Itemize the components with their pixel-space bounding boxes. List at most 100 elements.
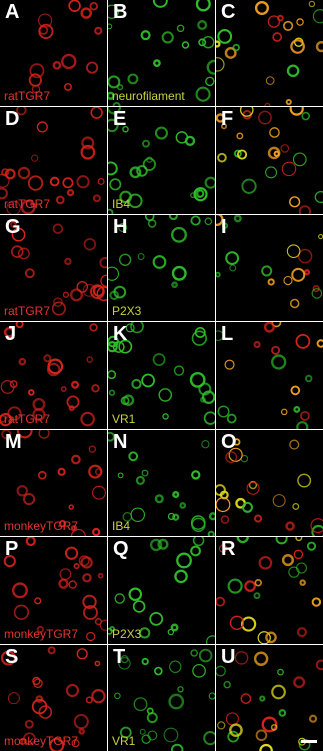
cell <box>76 647 88 659</box>
cell <box>318 233 323 239</box>
cell <box>142 140 150 149</box>
cell <box>146 711 158 723</box>
cell <box>206 59 215 75</box>
cell <box>3 555 16 568</box>
cell <box>225 450 238 463</box>
cell <box>11 227 26 242</box>
cell <box>190 215 201 226</box>
cell <box>46 363 61 377</box>
cell <box>130 322 144 334</box>
cell <box>0 650 16 666</box>
cell <box>86 61 99 74</box>
cell <box>1 429 12 439</box>
cell <box>176 552 192 569</box>
cell <box>236 132 244 140</box>
cell <box>316 339 323 349</box>
cell <box>292 502 300 510</box>
cell <box>118 222 128 232</box>
cell <box>208 511 215 521</box>
cell <box>73 713 89 729</box>
image-panel: N IB4 <box>108 429 215 537</box>
channel-label: IB4 <box>112 519 131 534</box>
channel-label: VR1 <box>112 411 136 426</box>
cell <box>71 738 80 747</box>
cell <box>0 380 15 395</box>
cell <box>253 341 261 349</box>
cell <box>297 473 312 488</box>
cell <box>16 429 33 439</box>
micrograph <box>216 438 323 537</box>
micrograph <box>216 0 323 107</box>
cell <box>108 118 119 133</box>
cell <box>152 353 166 367</box>
cell <box>203 411 215 426</box>
panel-letter: A <box>5 1 20 23</box>
cell <box>283 20 294 31</box>
cell <box>272 493 286 507</box>
cell <box>191 469 201 480</box>
cell <box>69 288 84 302</box>
cell <box>119 191 133 204</box>
cell <box>91 384 100 393</box>
cell <box>311 524 323 537</box>
cell <box>108 75 121 89</box>
cell <box>18 358 27 366</box>
cell <box>63 82 72 91</box>
cell <box>47 645 56 654</box>
cell <box>177 685 184 693</box>
cell <box>221 222 229 229</box>
cell <box>94 26 103 35</box>
cell <box>216 214 224 226</box>
panel-letter: C <box>221 1 236 23</box>
image-panel: H P2X3 <box>108 214 215 322</box>
cell <box>131 379 142 390</box>
cell <box>172 513 180 521</box>
cell <box>224 359 235 370</box>
channel-label: ratTGR7 <box>4 304 51 319</box>
cell <box>94 660 101 666</box>
cell <box>236 149 248 161</box>
cell <box>154 493 164 503</box>
cell <box>157 538 169 550</box>
cell <box>248 480 258 489</box>
cell <box>152 254 167 269</box>
cell <box>297 248 313 264</box>
cell <box>27 389 35 397</box>
image-panel: L <box>216 322 323 429</box>
panel-letter: H <box>113 215 128 238</box>
cell <box>232 43 240 52</box>
cell <box>158 388 173 403</box>
cell <box>83 605 98 621</box>
cell <box>116 84 124 91</box>
cell <box>293 549 304 560</box>
cell <box>82 594 97 610</box>
cell <box>7 691 20 704</box>
cell <box>299 579 306 587</box>
micrograph <box>3 537 107 642</box>
cell <box>43 354 52 363</box>
panel-letter: N <box>113 430 128 453</box>
cell <box>218 544 228 553</box>
cell <box>118 656 131 670</box>
cell <box>86 356 93 364</box>
cell <box>192 537 205 547</box>
cell <box>286 64 300 78</box>
image-panel: U <box>216 644 323 751</box>
cell <box>240 692 252 704</box>
cell <box>16 107 27 116</box>
cell <box>269 127 280 139</box>
panel-letter: S <box>5 645 19 668</box>
cell <box>217 720 226 730</box>
cell <box>290 39 305 54</box>
cell <box>217 29 233 44</box>
cell <box>216 271 221 278</box>
cell <box>53 297 63 307</box>
cell <box>97 178 105 186</box>
cell <box>176 24 185 33</box>
cell <box>281 554 294 567</box>
cell <box>49 737 65 751</box>
cell <box>61 53 77 70</box>
micrograph <box>0 645 106 751</box>
cell <box>24 719 34 729</box>
cell <box>32 676 41 685</box>
